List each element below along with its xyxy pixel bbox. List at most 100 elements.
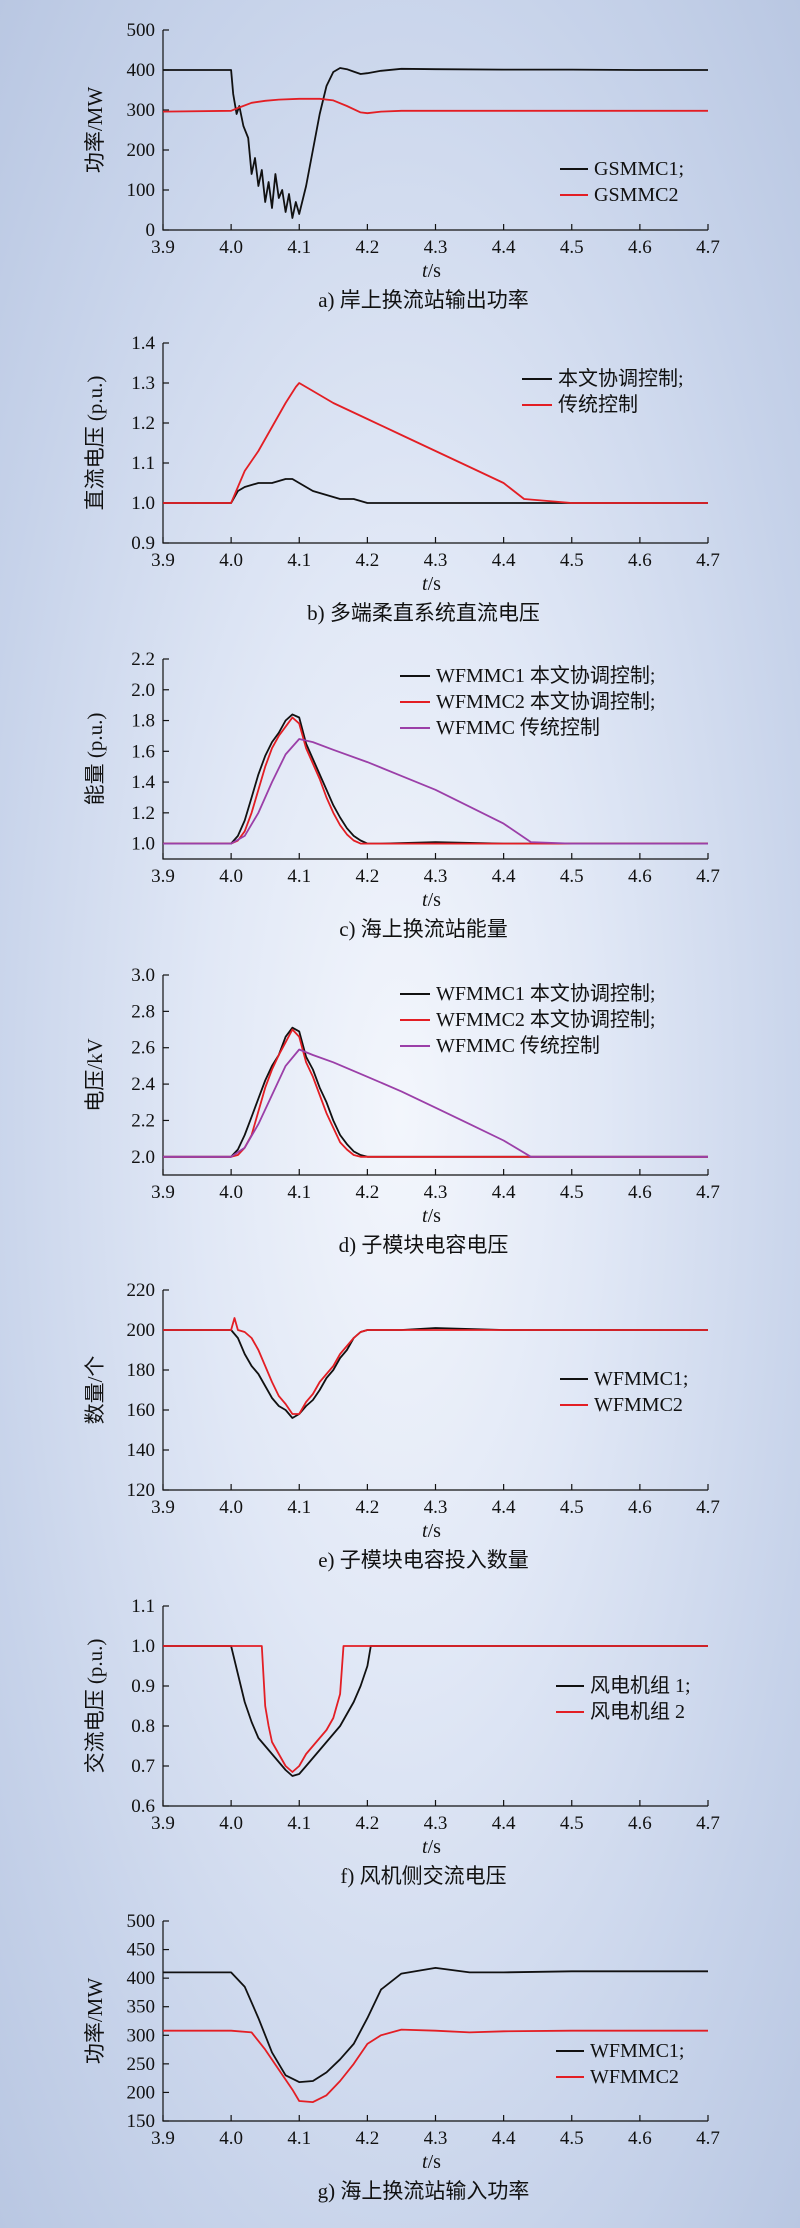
chart-c-legend-label-2: WFMMC2 本文协调控制; (436, 690, 655, 713)
chart-e-xtick-label: 4.1 (287, 1497, 311, 1518)
chart-b-xtick-label: 4.2 (356, 550, 380, 571)
chart-g-xtick-label: 4.2 (356, 2128, 380, 2149)
chart-f-xtick-label: 4.2 (356, 1813, 380, 1834)
chart-f-legend-label-2: 风电机组 2 (590, 1700, 685, 1723)
chart-c-legend-label-3: WFMMC 传统控制 (436, 716, 600, 739)
chart-d-ytick-label: 2.8 (131, 1001, 155, 1022)
chart-f-xtick-label: 4.3 (424, 1813, 448, 1834)
chart-d-xtick-label: 4.7 (696, 1182, 720, 1203)
chart-c-ytick-label: 2.0 (131, 680, 155, 701)
chart-e-xtick-label: 4.6 (628, 1497, 652, 1518)
chart-f-ytick-label: 0.6 (131, 1796, 155, 1817)
chart-e-ytick-label: 140 (127, 1440, 156, 1461)
chart-a-legend-label-2: GSMMC2 (594, 184, 678, 206)
chart-b-ylabel: 直流电压 (p.u.) (83, 376, 107, 511)
chart-c-ytick-label: 1.6 (131, 741, 155, 762)
chart-g-ytick-label: 150 (127, 2111, 156, 2132)
chart-c-ytick-label: 2.2 (131, 649, 155, 670)
chart-c-ytick-label: 1.0 (131, 834, 155, 855)
chart-b-caption: b) 多端柔直系统直流电压 (307, 601, 540, 625)
chart-d-xtick-label: 4.1 (287, 1182, 311, 1203)
chart-a-ylabel: 功率/MW (83, 87, 107, 174)
chart-f-xtick-label: 4.6 (628, 1813, 652, 1834)
chart-e-axes (162, 1290, 708, 1491)
chart-d-legend-label-1: WFMMC1 本文协调控制; (436, 982, 655, 1005)
chart-c-ytick-label: 1.2 (131, 803, 155, 824)
chart-a-ytick-label: 400 (127, 60, 156, 81)
chart-a-xtick-label: 4.1 (287, 237, 311, 258)
chart-d-ytick-label: 2.0 (131, 1147, 155, 1168)
chart-f-ytick-label: 1.0 (131, 1636, 155, 1657)
chart-c-xtick-label: 4.2 (356, 866, 380, 887)
chart-g-ytick-label: 350 (127, 1997, 156, 2018)
chart-a-ytick-label: 300 (127, 100, 156, 121)
chart-d-xtick-label: 4.5 (560, 1182, 584, 1203)
chart-a-xtick-label: 4.0 (219, 237, 243, 258)
chart-g-ytick-label: 450 (127, 1940, 156, 1961)
chart-e-caption: e) 子模块电容投入数量 (318, 1548, 529, 1572)
chart-g-ytick-label: 300 (127, 2025, 156, 2046)
chart-g-series-1-line (163, 1967, 708, 2083)
chart-d-xtick-label: 4.0 (219, 1182, 243, 1203)
chart-d-ytick-label: 3.0 (131, 965, 155, 986)
chart-f-xlabel: t/s (422, 1836, 441, 1858)
chart-c-xtick-label: 4.5 (560, 866, 584, 887)
chart-g-xtick-label: 4.3 (424, 2128, 448, 2149)
chart-b-xtick-label: 4.0 (219, 550, 243, 571)
chart-c-series-3-line (163, 738, 708, 845)
chart-g-caption: g) 海上换流站输入功率 (318, 2179, 530, 2203)
chart-g-series-2-line (163, 2028, 708, 2103)
chart-e-xtick-label: 3.9 (151, 1497, 175, 1518)
chart-f-legend-label-1: 风电机组 1; (590, 1674, 691, 1697)
chart-g-ytick-label: 200 (127, 2082, 156, 2103)
chart-b-xtick-label: 4.7 (696, 550, 720, 571)
chart-d-xtick-label: 4.4 (492, 1182, 516, 1203)
chart-b-ytick-label: 1.0 (131, 493, 155, 514)
chart-a-caption: a) 岸上换流站输出功率 (318, 288, 529, 312)
chart-g-ytick-label: 500 (127, 1911, 156, 1932)
chart-a-legend-label-1: GSMMC1; (594, 158, 684, 180)
chart-a-xtick-label: 3.9 (151, 237, 175, 258)
chart-g-ylabel: 功率/MW (83, 1978, 107, 2065)
chart-a-ytick-label: 0 (146, 220, 156, 241)
chart-f-xtick-label: 3.9 (151, 1813, 175, 1834)
chart-c-xtick-label: 4.3 (424, 866, 448, 887)
chart-e-ylabel: 数量/个 (83, 1356, 107, 1425)
chart-a-ytick-label: 500 (127, 20, 156, 41)
chart-b-xtick-label: 4.1 (287, 550, 311, 571)
chart-e-xlabel: t/s (422, 1520, 441, 1542)
chart-b-xtick-label: 4.5 (560, 550, 584, 571)
chart-b-legend-label-1: 本文协调控制; (558, 367, 684, 390)
chart-c-xlabel: t/s (422, 889, 441, 911)
chart-c-ylabel: 能量 (p.u.) (83, 713, 107, 806)
chart-f-xtick-label: 4.4 (492, 1813, 516, 1834)
chart-a-ytick-label: 100 (127, 180, 156, 201)
chart-a-series-1-line (163, 67, 708, 219)
chart-f-series-2-line (163, 1645, 708, 1773)
chart-f-xtick-label: 4.5 (560, 1813, 584, 1834)
chart-c-xtick-label: 4.1 (287, 866, 311, 887)
chart-f-xtick-label: 4.1 (287, 1813, 311, 1834)
chart-c-xtick-label: 4.0 (219, 866, 243, 887)
chart-e-series-2-line (163, 1317, 708, 1415)
chart-a-xtick-label: 4.2 (356, 237, 380, 258)
chart-a-series-2-line (162, 97, 708, 115)
chart-a-ytick-label: 200 (127, 140, 156, 161)
chart-e-xtick-label: 4.7 (696, 1497, 720, 1518)
chart-e-ytick-label: 120 (127, 1480, 156, 1501)
chart-b-xtick-label: 4.3 (424, 550, 448, 571)
chart-b-series-2-line (163, 382, 708, 504)
chart-d-xtick-label: 4.6 (628, 1182, 652, 1203)
chart-e-ytick-label: 180 (127, 1360, 156, 1381)
chart-a-xtick-label: 4.7 (696, 237, 720, 258)
chart-b-ytick-label: 0.9 (131, 533, 155, 554)
chart-f-ytick-label: 0.7 (131, 1756, 155, 1777)
chart-b-series-1-line (163, 478, 708, 504)
chart-c-ytick-label: 1.4 (131, 772, 155, 793)
chart-g-xtick-label: 4.7 (696, 2128, 720, 2149)
chart-b-xtick-label: 4.6 (628, 550, 652, 571)
chart-b-ytick-label: 1.4 (131, 333, 155, 354)
chart-e-ytick-label: 220 (127, 1280, 156, 1301)
chart-f-ylabel: 交流电压 (p.u.) (83, 1639, 107, 1774)
